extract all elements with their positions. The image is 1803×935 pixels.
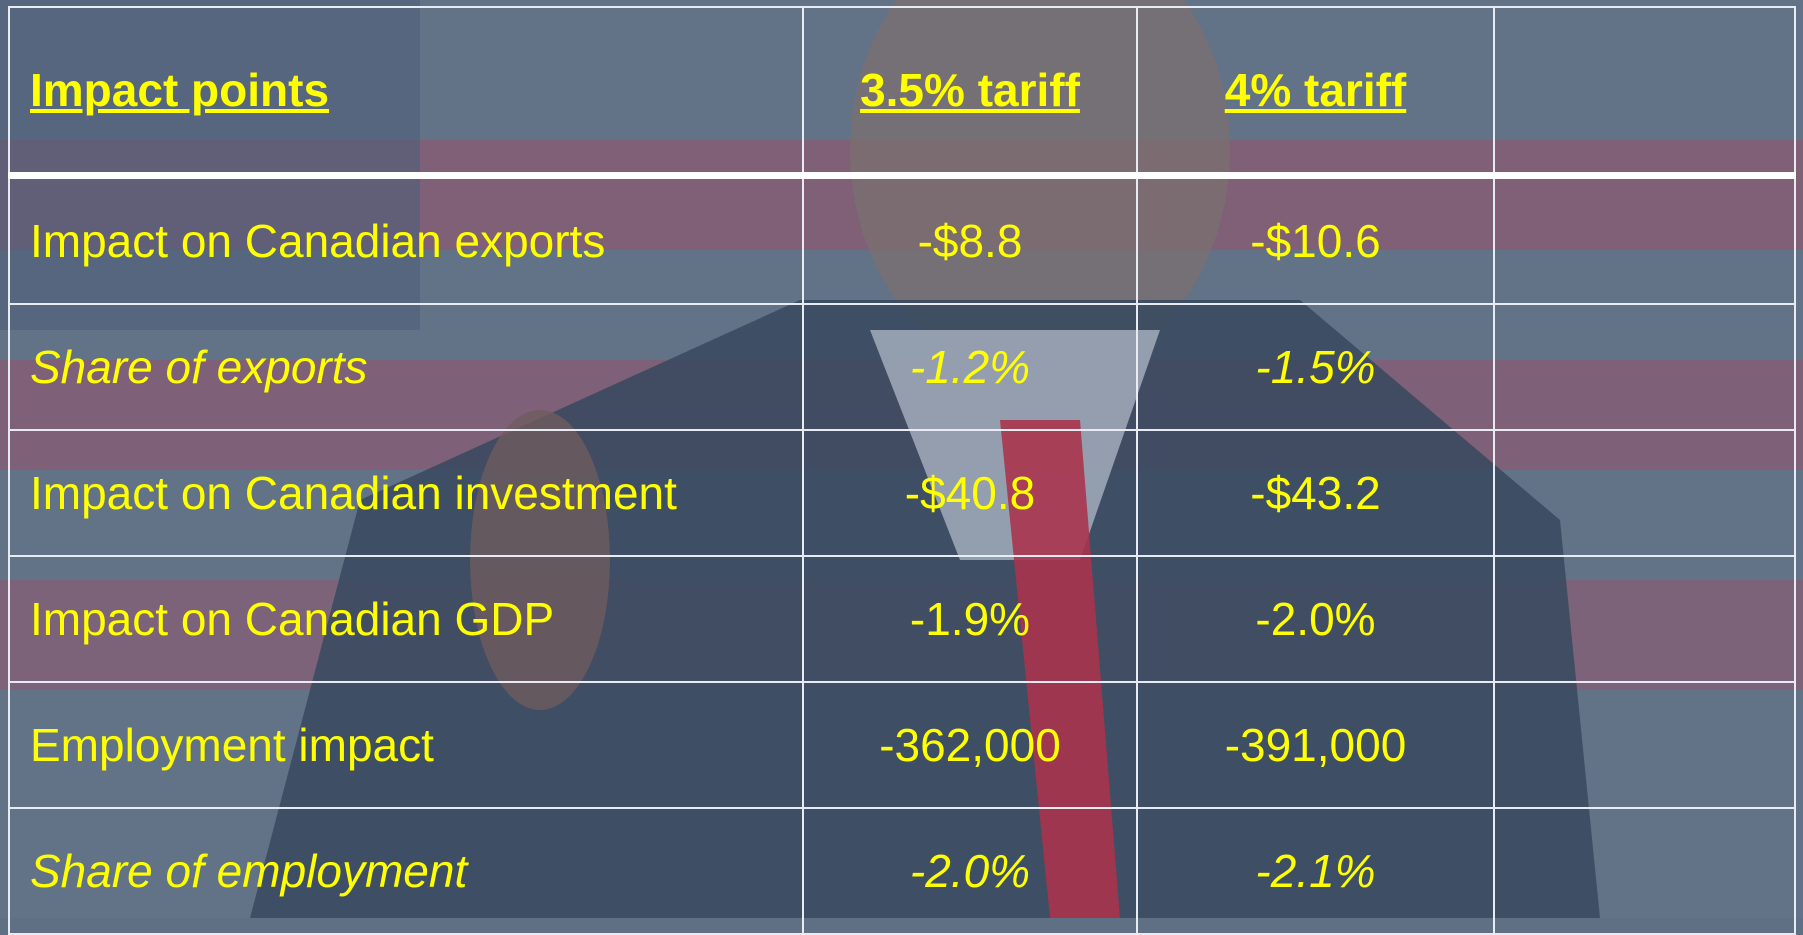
cell: -362,000 [803, 682, 1137, 808]
impact-table: Impact points 3.5% tariff 4% tariff Impa… [8, 6, 1796, 935]
header-cell: 3.5% tariff [803, 7, 1137, 176]
cell: -$8.8 [803, 176, 1137, 305]
row-label: Share of employment [9, 808, 803, 934]
row-label: Impact on Canadian exports [9, 176, 803, 305]
row-label: Share of exports [9, 304, 803, 430]
row: Impact on Canadian GDP-1.9%-2.0% [9, 556, 1795, 682]
cell: -$43.2 [1137, 430, 1494, 556]
empty-cell [1494, 556, 1795, 682]
header-row: Impact points 3.5% tariff 4% tariff [9, 7, 1795, 176]
cell: -1.2% [803, 304, 1137, 430]
empty-cell [1494, 808, 1795, 934]
empty-cell [1494, 7, 1795, 176]
header-cell: Impact points [9, 7, 803, 176]
cell: -2.0% [803, 808, 1137, 934]
row: Employment impact-362,000-391,000 [9, 682, 1795, 808]
row-label: Impact on Canadian GDP [9, 556, 803, 682]
cell: -2.0% [1137, 556, 1494, 682]
slide: Impact points 3.5% tariff 4% tariff Impa… [0, 0, 1803, 918]
row: Share of employment-2.0%-2.1% [9, 808, 1795, 934]
cell: -$10.6 [1137, 176, 1494, 305]
row-label: Employment impact [9, 682, 803, 808]
empty-cell [1494, 430, 1795, 556]
row: Share of exports-1.2%-1.5% [9, 304, 1795, 430]
row: Impact on Canadian investment-$40.8-$43.… [9, 430, 1795, 556]
empty-cell [1494, 682, 1795, 808]
cell: -1.5% [1137, 304, 1494, 430]
row: Impact on Canadian exports-$8.8-$10.6 [9, 176, 1795, 305]
row-label: Impact on Canadian investment [9, 430, 803, 556]
cell: -1.9% [803, 556, 1137, 682]
cell: -$40.8 [803, 430, 1137, 556]
header-cell: 4% tariff [1137, 7, 1494, 176]
empty-cell [1494, 176, 1795, 305]
cell: -391,000 [1137, 682, 1494, 808]
empty-cell [1494, 304, 1795, 430]
cell: -2.1% [1137, 808, 1494, 934]
